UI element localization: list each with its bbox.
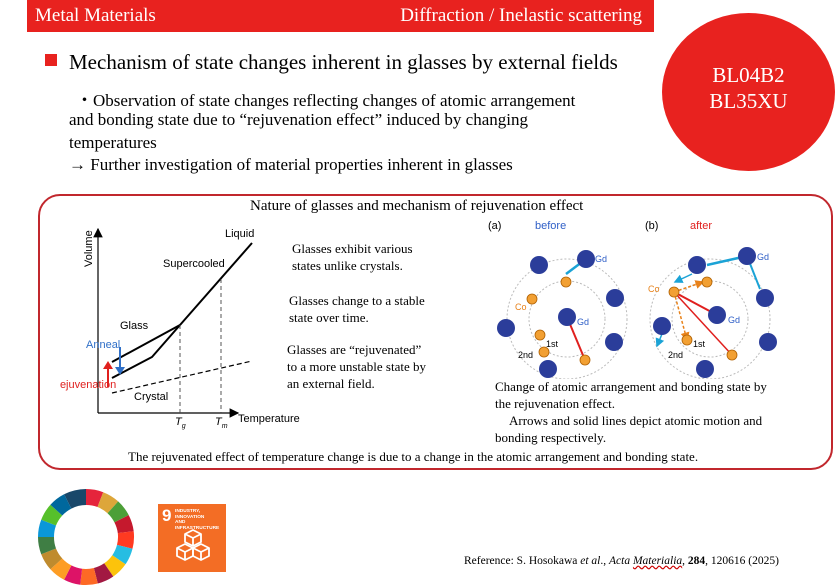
co-label-b: Co	[648, 284, 660, 294]
atomic-arrangement-figure: (a) before Gd Gd Co 1st 2nd (b) after Gd…	[488, 220, 777, 379]
sdg9-tile: 9 INDUSTRY, INNOVATION AND INFRASTRUCTURE	[158, 504, 226, 572]
supercooled-label: Supercooled	[163, 258, 225, 270]
y-axis-label: Volume	[83, 230, 95, 267]
x-axis-label: Temperature	[238, 413, 300, 425]
gd-label-a1: Gd	[595, 254, 607, 264]
beamline-badge: BL04B2 BL35XU	[662, 13, 835, 171]
motion-arrow-3	[673, 291, 690, 342]
cubes-icon	[176, 529, 210, 561]
glass-label: Glass	[120, 320, 149, 332]
rejuvenation-label: Rejuvenation	[60, 379, 116, 391]
panel-a-label: (a)	[488, 220, 501, 232]
gd-label-b1: Gd	[757, 252, 769, 262]
motion-arrow-1	[673, 273, 693, 283]
co-atoms-b	[668, 276, 738, 361]
reference: Reference: S. Hosokawa et al., Acta Mate…	[464, 555, 779, 567]
note-rejuvenated: Glasses are “rejuvenated” to a more unsta…	[287, 342, 426, 391]
gd-label-b2: Gd	[728, 315, 740, 325]
panel-title: Nature of glasses and mechanism of rejuv…	[250, 198, 584, 214]
sdg-wheel-icon	[38, 489, 135, 586]
further-investigation: → Further investigation of material prop…	[69, 155, 513, 174]
motion-arrow-5	[655, 333, 665, 348]
observation-line-3: temperatures	[69, 133, 157, 152]
anneal-arrowhead	[115, 367, 125, 375]
glass-line-lower	[111, 324, 181, 379]
anneal-label: Anneal	[86, 339, 120, 351]
liquid-line	[179, 242, 253, 326]
first-label-a: 1st	[546, 339, 559, 349]
header-bar: Metal Materials Diffraction / Inelastic …	[27, 0, 654, 32]
atoms-caption: Change of atomic arrangement and bonding…	[495, 379, 767, 445]
observation-line-1: ・Observation of state changes reflecting…	[76, 91, 576, 110]
header-field-label: Metal Materials	[35, 5, 156, 26]
note-various-states: Glasses exhibit various states unlike cry…	[292, 241, 413, 273]
panel-a-title: before	[535, 220, 566, 232]
observation-line-2: and bonding state due to “rejuvenation e…	[69, 110, 528, 129]
beamline-1: BL04B2	[712, 63, 785, 87]
gd-label-a2: Gd	[577, 317, 589, 327]
diagram-panel	[38, 194, 833, 470]
second-label-a: 2nd	[518, 350, 533, 360]
crystal-line	[111, 360, 253, 394]
tg-label: Tg	[175, 416, 186, 430]
gd-atoms-a	[497, 250, 624, 378]
header-technique-label: Diffraction / Inelastic scattering	[400, 5, 642, 26]
motion-arrow-4	[673, 291, 733, 356]
liquid-label: Liquid	[225, 228, 254, 240]
panel-caption: The rejuvenated effect of temperature ch…	[128, 449, 699, 464]
sdg9-number: 9	[162, 506, 172, 525]
page-heading: Mechanism of state changes inherent in g…	[69, 50, 618, 74]
tm-label: Tm	[215, 416, 228, 430]
panel-b-label: (b)	[645, 220, 658, 232]
note-stable-state: Glasses change to a stable state over tim…	[289, 293, 425, 325]
gd-atoms-b	[653, 247, 777, 378]
co-atoms-a	[526, 276, 591, 366]
co-label-a: Co	[515, 302, 527, 312]
sdg9-label: INDUSTRY, INNOVATION AND INFRASTRUCTURE	[175, 509, 220, 531]
crystal-label: Crystal	[134, 391, 168, 403]
volume-temperature-graph: Volume Temperature Liquid Supercooled Gl…	[60, 227, 300, 430]
second-label-b: 2nd	[668, 350, 683, 360]
heading-bullet	[45, 54, 57, 66]
glass-line-upper	[111, 324, 181, 363]
rejuvenation-arrowhead	[103, 361, 113, 369]
panel-b-title: after	[690, 220, 712, 232]
beamline-2: BL35XU	[709, 89, 788, 113]
first-label-b: 1st	[693, 339, 706, 349]
